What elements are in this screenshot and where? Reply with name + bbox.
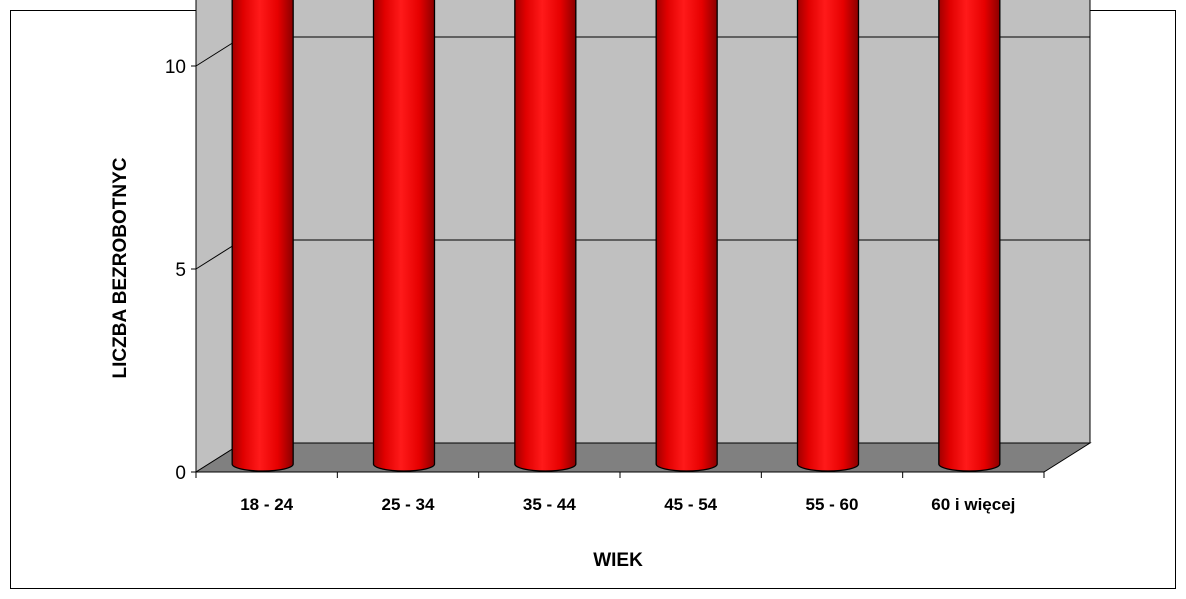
bars — [231, 0, 1001, 472]
bar — [231, 0, 294, 472]
y-axis-ticks: 05101520253035404550 — [165, 0, 197, 484]
y-tick-label: 0 — [175, 463, 186, 484]
bar-body — [938, 0, 1001, 472]
bar — [372, 0, 436, 472]
x-tick-label: 35 - 44 — [523, 495, 576, 514]
bar — [796, 0, 860, 472]
bar — [514, 0, 577, 472]
x-tick-label: 45 - 54 — [664, 495, 717, 514]
x-tick-label: 55 - 60 — [806, 495, 859, 514]
x-tick-label: 60 i więcej — [931, 495, 1015, 514]
bar — [655, 0, 718, 472]
bar-body — [655, 0, 718, 472]
x-tick-label: 25 - 34 — [382, 495, 435, 514]
bar-body — [796, 0, 860, 472]
x-tick-label: 18 - 24 — [240, 495, 293, 514]
x-axis-ticks: 18 - 24 25 - 34 35 - 44 45 - 54 55 - 60 60 i … — [195, 471, 1045, 514]
bar-body — [514, 0, 577, 472]
x-axis-title: WIEK — [593, 550, 643, 571]
bar-body — [231, 0, 294, 472]
y-axis-title: LICZBA BEZROBOTNYC — [110, 157, 131, 378]
y-tick-label: 10 — [165, 57, 186, 78]
bar-body — [372, 0, 436, 472]
y-tick-label: 5 — [175, 260, 186, 281]
bar — [938, 0, 1001, 472]
